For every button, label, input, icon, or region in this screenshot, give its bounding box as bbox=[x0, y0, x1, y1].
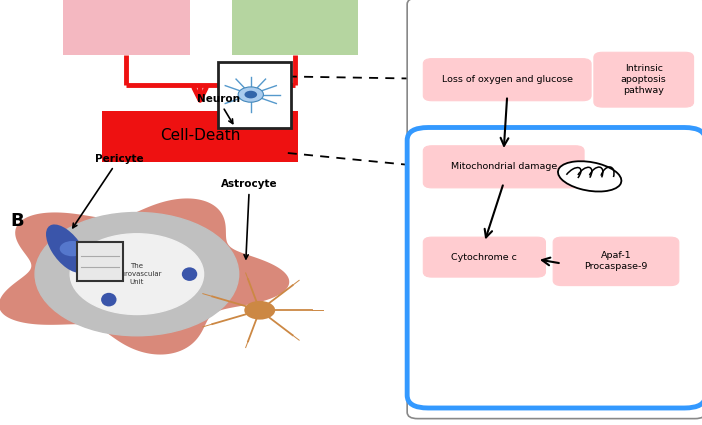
Bar bbox=[102, 110, 298, 162]
Text: Astrocyte: Astrocyte bbox=[221, 179, 278, 259]
Bar bbox=[77, 242, 123, 280]
Circle shape bbox=[244, 91, 257, 99]
Circle shape bbox=[70, 234, 204, 314]
Ellipse shape bbox=[46, 224, 87, 273]
Circle shape bbox=[238, 87, 263, 102]
Bar bbox=[218, 62, 291, 128]
Text: Cytochrome c: Cytochrome c bbox=[451, 252, 517, 262]
Text: Neuron: Neuron bbox=[197, 94, 239, 124]
FancyBboxPatch shape bbox=[407, 0, 702, 419]
Text: Apaf-1
Procaspase-9: Apaf-1 Procaspase-9 bbox=[584, 251, 648, 272]
FancyBboxPatch shape bbox=[423, 59, 591, 101]
Ellipse shape bbox=[101, 293, 117, 306]
Bar bbox=[63, 0, 190, 55]
Text: Mitochondrial damage: Mitochondrial damage bbox=[451, 162, 557, 171]
FancyBboxPatch shape bbox=[594, 52, 694, 107]
Text: B: B bbox=[11, 212, 24, 230]
Circle shape bbox=[60, 241, 85, 256]
FancyBboxPatch shape bbox=[553, 237, 679, 286]
Text: The
Neurovascular
Unit: The Neurovascular Unit bbox=[112, 263, 162, 285]
FancyBboxPatch shape bbox=[423, 146, 584, 188]
Text: Loss of oxygen and glucose: Loss of oxygen and glucose bbox=[442, 75, 573, 84]
Bar bbox=[232, 0, 358, 55]
Circle shape bbox=[244, 301, 275, 320]
Text: Cell-Death: Cell-Death bbox=[160, 128, 240, 144]
FancyBboxPatch shape bbox=[407, 128, 702, 408]
FancyBboxPatch shape bbox=[423, 237, 545, 277]
Polygon shape bbox=[0, 198, 289, 354]
Ellipse shape bbox=[558, 161, 621, 192]
Ellipse shape bbox=[182, 267, 197, 281]
Text: Intrinsic
apoptosis
pathway: Intrinsic apoptosis pathway bbox=[621, 64, 667, 95]
Text: Pericyte: Pericyte bbox=[73, 153, 143, 228]
Circle shape bbox=[35, 212, 239, 336]
